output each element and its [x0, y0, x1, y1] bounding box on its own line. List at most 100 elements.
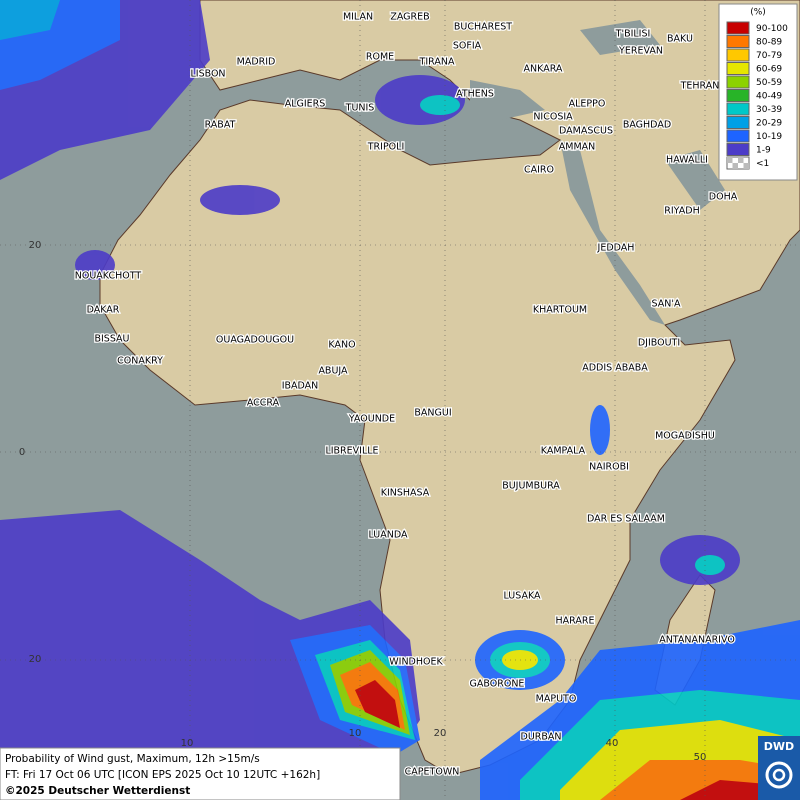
legend-swatch — [726, 48, 750, 62]
city-label: AMMAN — [559, 142, 596, 153]
city-label: KANO — [328, 340, 355, 351]
sea-inlets — [470, 20, 725, 325]
city-labels: MILAN ZAGREB BUCHAREST SOFIA T'BILISI BAKU YER… — [74, 10, 739, 779]
city-label: TRIPOLI — [367, 142, 405, 153]
city-label: TIRANA — [419, 57, 455, 68]
grid-label: 40 — [606, 738, 619, 749]
legend-label: 30-39 — [756, 105, 782, 115]
legend-label: 90-100 — [756, 24, 788, 34]
legend-swatch — [726, 35, 750, 48]
legend-label: 50-59 — [756, 78, 782, 88]
city-label: JEDDAH — [597, 243, 635, 254]
legend-label: 60-69 — [756, 65, 782, 75]
city-label: OUAGADOUGOU — [216, 335, 294, 346]
grid-labels: 20 0 20 10 10 20 40 50 — [19, 240, 707, 763]
legend-label: 70-79 — [756, 51, 782, 61]
legend-label: 20-29 — [756, 119, 782, 129]
legend-swatch — [726, 21, 750, 35]
legend-swatch-check — [738, 157, 744, 163]
city-label: ALGIERS — [285, 99, 326, 110]
city-label: KAMPALA — [541, 446, 586, 457]
city-label: BISSAU — [94, 334, 129, 345]
city-label: GABORONE — [470, 679, 525, 690]
city-label: MADRID — [237, 57, 276, 68]
city-label: HARARE — [556, 616, 595, 627]
grid-label: 0 — [19, 447, 25, 458]
grid-label: 10 — [181, 738, 194, 749]
city-label: DURBAN — [521, 732, 562, 743]
city-label: BAKU — [667, 34, 693, 45]
logo-box — [758, 736, 800, 800]
city-label: WINDHOEK — [389, 657, 443, 668]
legend-label: 10-19 — [756, 132, 782, 142]
city-label: CONAKRY — [117, 356, 163, 367]
legend-swatch — [726, 75, 750, 89]
city-label: SAN'A — [652, 299, 681, 310]
city-label: ROME — [366, 52, 394, 63]
city-label: MAPUTO — [536, 694, 577, 705]
logo-swirl — [765, 761, 793, 789]
city-label: LISBON — [190, 69, 225, 80]
city-label: DOHA — [709, 192, 738, 203]
legend-swatch — [726, 89, 750, 102]
city-label: DAR ES SALAAM — [587, 514, 665, 525]
city-label: IBADAN — [282, 381, 319, 392]
city-label: ADDIS ABABA — [582, 363, 648, 374]
city-label: TUNIS — [345, 103, 375, 114]
city-label: YAOUNDE — [348, 414, 395, 425]
logo: DWD — [758, 736, 800, 800]
city-label: ACCRA — [247, 398, 280, 409]
legend-swatch — [726, 129, 750, 143]
legend-label: 40-49 — [756, 92, 782, 102]
footer-line: FT: Fri 17 Oct 06 UTC [ICON EPS 2025 Oct… — [5, 769, 320, 781]
city-label: T'BILISI — [615, 29, 651, 40]
city-label: TEHRAN — [680, 81, 720, 92]
footer-box — [0, 747, 401, 800]
city-label: CAPETOWN — [405, 767, 460, 778]
legend-entries: 90-100 80-89 70-79 60-69 50-59 40-49 30-39 20-2… — [726, 21, 788, 170]
grid-label: 20 — [29, 654, 42, 665]
city-label: HAWALLI — [666, 155, 708, 166]
city-label: ABUJA — [318, 366, 348, 377]
city-label: YEREVAN — [618, 46, 663, 57]
city-label: BANGUI — [414, 408, 451, 419]
city-label: CAIRO — [524, 165, 554, 176]
city-label: MOGADISHU — [655, 431, 715, 442]
legend-swatch — [726, 102, 750, 116]
grid-label: 50 — [694, 752, 707, 763]
city-label: SOFIA — [453, 41, 482, 52]
legend-swatch — [726, 62, 750, 75]
grid-label: 10 — [349, 728, 362, 739]
legend-swatch — [726, 143, 750, 156]
city-label: DJIBOUTI — [638, 338, 680, 349]
footer-line: Probability of Wind gust, Maximum, 12h >… — [5, 753, 260, 765]
legend-title: (%) — [750, 8, 766, 18]
legend-label: 80-89 — [756, 38, 782, 48]
city-label: KINSHASA — [381, 488, 430, 499]
footer: Probability of Wind gust, Maximum, 12h >… — [0, 747, 401, 800]
city-label: ALEPPO — [569, 99, 606, 110]
logo-text: DWD — [764, 740, 794, 753]
city-label: ZAGREB — [390, 12, 429, 23]
city-label: ANTANANARIVO — [659, 635, 735, 646]
legend-swatch-check — [727, 157, 733, 163]
legend-swatch-check — [732, 163, 738, 169]
city-label: DAKAR — [87, 305, 120, 316]
footer-line: ©2025 Deutscher Wetterdienst — [5, 785, 190, 797]
legend-label: 1-9 — [756, 146, 771, 156]
logo-swirl — [772, 768, 786, 782]
city-label: NICOSIA — [533, 112, 573, 123]
city-label: LUANDA — [368, 530, 408, 541]
legend-swatch-check — [743, 163, 749, 169]
city-label: KHARTOUM — [533, 305, 587, 316]
legend-swatch — [726, 116, 750, 129]
city-label: ANKARA — [524, 64, 563, 75]
grid-label: 20 — [29, 240, 42, 251]
city-label: BUCHAREST — [454, 22, 512, 33]
city-label: MILAN — [343, 12, 373, 23]
city-label: RABAT — [205, 120, 236, 131]
city-label: RIYADH — [664, 206, 699, 217]
